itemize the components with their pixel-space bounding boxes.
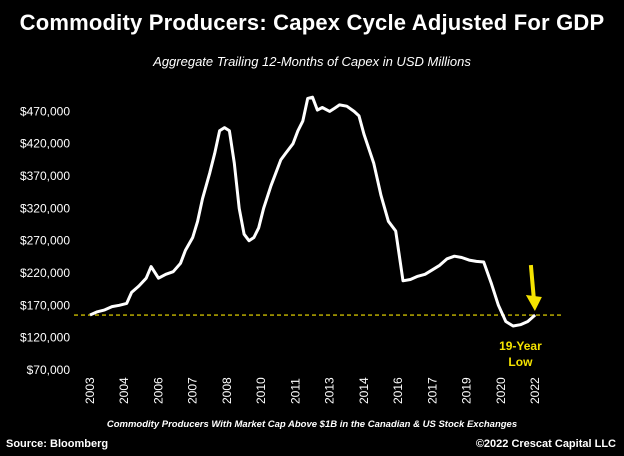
x-tick-label: 2010 [254,377,268,404]
x-tick-label: 2006 [151,377,165,404]
x-tick-label: 2022 [528,377,542,404]
series-line [89,95,537,328]
annotation-arrow-head [525,295,542,312]
x-tick-label: 2004 [117,377,131,404]
source-label: Source: Bloomberg [6,438,109,450]
y-tick-label: $270,000 [20,234,70,248]
y-tick-label: $470,000 [20,104,70,118]
y-tick-label: $320,000 [20,201,70,215]
y-axis-ticks: $70,000 $120,000 $170,000 $220,000 $270,000 $… [20,104,70,377]
chart-subtitle: Aggregate Trailing 12-Months of Capex in… [153,54,471,69]
x-tick-label: 2013 [323,377,337,404]
y-tick-label: $170,000 [20,298,70,312]
x-tick-label: 2003 [83,377,97,404]
chart-title: Commodity Producers: Capex Cycle Adjuste… [19,10,605,35]
x-tick-label: 2017 [425,377,439,404]
y-tick-label: $220,000 [20,266,70,280]
y-tick-label: $70,000 [27,363,71,377]
annotation-arrow-shaft [528,264,536,300]
x-tick-label: 2020 [494,377,508,404]
y-tick-label: $370,000 [20,169,70,183]
credit-label: ©2022 Crescat Capital LLC [475,438,616,450]
x-axis-ticks: 2003 2004 2006 2007 2008 2010 2011 2013 2014 2016… [83,377,542,404]
x-tick-label: 2016 [391,377,405,404]
x-tick-label: 2019 [460,377,474,404]
y-tick-label: $120,000 [20,331,70,345]
annotation: 19-Year Low [499,264,542,369]
x-tick-label: 2011 [288,378,302,404]
x-tick-label: 2008 [220,377,234,404]
annotation-label: 19-Year [499,339,542,353]
x-tick-label: 2007 [186,377,200,404]
x-tick-label: 2014 [357,377,371,404]
y-tick-label: $420,000 [20,137,70,151]
chart-footnote: Commodity Producers With Market Cap Abov… [106,419,518,430]
annotation-label: Low [508,355,533,369]
